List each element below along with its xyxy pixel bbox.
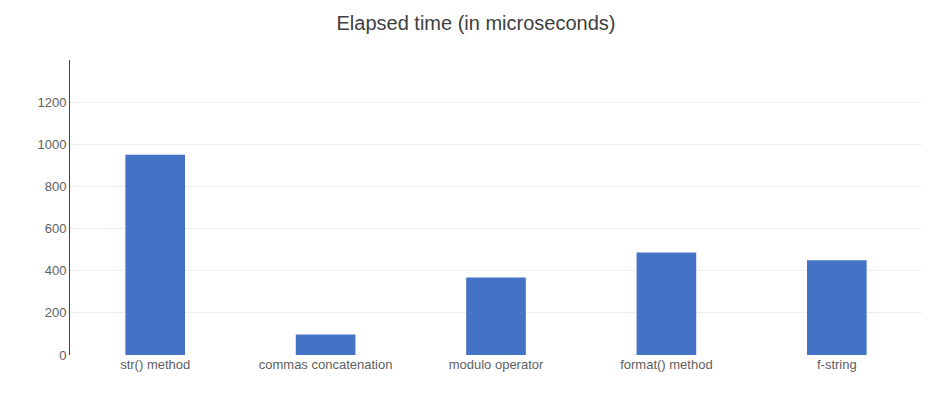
svg-text:commas concatenation: commas concatenation [259,357,393,372]
svg-text:f-string: f-string [817,357,857,372]
svg-text:modulo operator: modulo operator [449,357,544,372]
svg-text:800: 800 [45,179,67,194]
svg-text:Elapsed time (in microseconds): Elapsed time (in microseconds) [337,12,616,34]
svg-text:format() method: format() method [620,357,712,372]
svg-text:600: 600 [45,221,67,236]
svg-text:1200: 1200 [37,95,66,110]
svg-text:1000: 1000 [37,137,66,152]
svg-text:str() method: str() method [120,357,190,372]
svg-text:200: 200 [45,305,67,320]
svg-text:0: 0 [59,348,66,363]
svg-text:400: 400 [45,263,67,278]
